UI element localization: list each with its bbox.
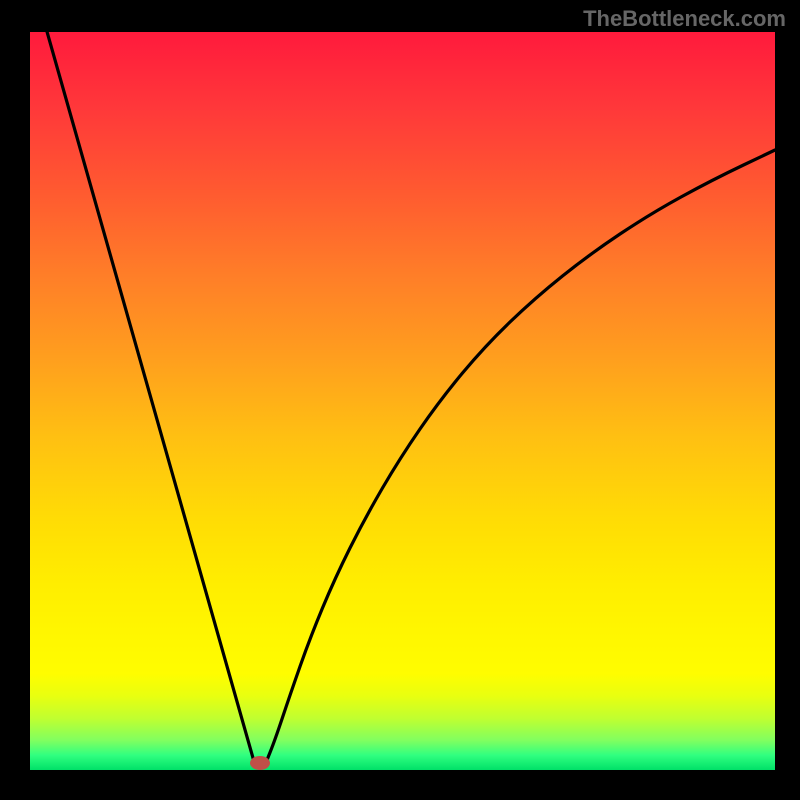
watermark-text: TheBottleneck.com xyxy=(583,6,786,32)
border-bottom xyxy=(0,770,800,800)
border-right xyxy=(775,0,800,800)
border-left xyxy=(0,0,30,800)
optimal-marker xyxy=(250,756,270,770)
chart-container: TheBottleneck.com xyxy=(0,0,800,800)
plot-area xyxy=(30,32,775,770)
